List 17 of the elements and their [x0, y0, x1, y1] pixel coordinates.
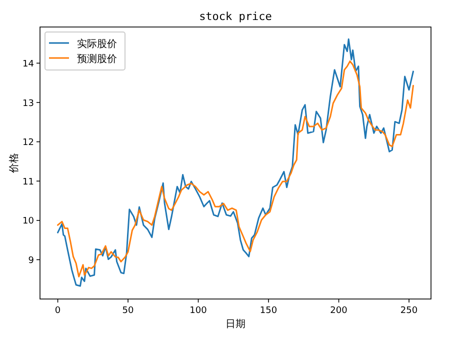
x-tick-label: 250 — [400, 306, 418, 316]
x-tick-label: 100 — [190, 306, 208, 316]
x-tick-label: 0 — [54, 306, 61, 316]
y-tick-label: 13 — [22, 98, 34, 109]
x-tick-label: 150 — [260, 306, 278, 316]
legend-label: 实际股价 — [77, 38, 117, 50]
x-axis-title: 日期 — [226, 318, 246, 330]
y-axis-title: 价格 — [8, 153, 20, 174]
y-tick-label: 9 — [28, 256, 34, 266]
x-tick-label: 50 — [122, 306, 134, 316]
y-tick-label: 10 — [22, 216, 34, 227]
y-tick-label: 11 — [22, 177, 34, 188]
legend-label: 预测股价 — [77, 53, 117, 65]
y-tick-label: 12 — [22, 138, 34, 148]
y-tick-label: 14 — [22, 59, 34, 70]
chart-title: stock price — [199, 10, 272, 23]
x-tick-label: 200 — [330, 306, 348, 316]
